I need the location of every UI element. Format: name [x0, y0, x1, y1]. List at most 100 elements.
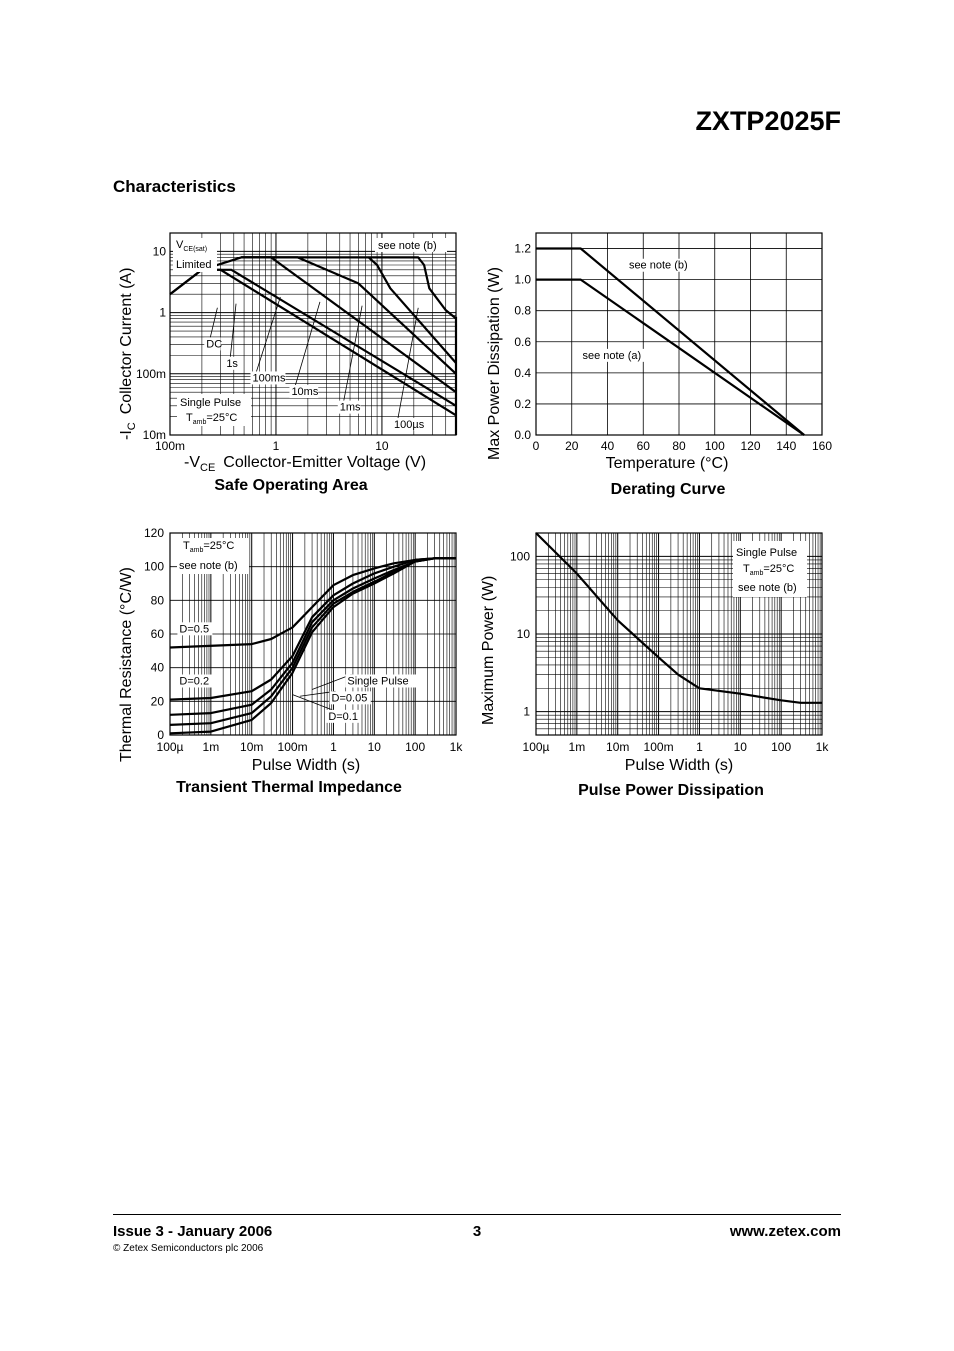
- soa-leader-3: [295, 301, 321, 386]
- pulse-power-chart: 100µ 1m 10m 100m 1 10 100 1k 1 10 100 Single Pulse…: [480, 532, 829, 799]
- thermal-frame: [169, 532, 457, 736]
- pulse-power-note: see note (b): [738, 582, 797, 594]
- pulse-power-annotation-bg: [733, 541, 807, 597]
- derating-ytick-5: 1.0: [514, 273, 531, 287]
- derating-ytick-6: 1.2: [514, 242, 531, 256]
- derating-chart: 0 20 40 60 80 100 120 140 160 0.0 0.2 0.4 0.6 0.8 1.0 1…: [486, 232, 832, 498]
- soa-leaders: [209, 296, 419, 419]
- thermal-leader-2: [311, 674, 352, 690]
- soa-series-2: [201, 256, 457, 394]
- section-title: Characteristics: [113, 177, 236, 196]
- pulse-power-grid: [535, 532, 823, 736]
- thermal-label-bg-0: [177, 622, 213, 636]
- pulse-power-xtick-3: 100m: [644, 740, 674, 754]
- pulse-power-tick-labels: 100µ 1m 10m 100m 1 10 100 1k 1 10 100: [510, 549, 829, 754]
- pulse-power-ylabel: Maximum Power (W): [480, 576, 497, 725]
- thermal-xtick-4: 1: [330, 740, 337, 754]
- soa-series-labels: DC 1s 100ms 10ms 1ms 100µs: [173, 238, 447, 432]
- derating-ytick-1: 0.2: [514, 397, 531, 411]
- soa-tamb: Tamb=25°C: [186, 412, 237, 426]
- soa-title: Safe Operating Area: [214, 477, 367, 494]
- derating-ytick-0: 0.0: [514, 428, 531, 442]
- derating-label-0: see note (b): [629, 260, 688, 272]
- derating-xtick-0: 0: [533, 439, 540, 453]
- pulse-power-xtick-6: 100: [771, 740, 791, 754]
- footer-website[interactable]: www.zetex.com: [729, 1223, 841, 1240]
- soa-series-4: [241, 256, 457, 364]
- thermal-label-bg-1: [177, 674, 213, 688]
- thermal-xlabel: Pulse Width (s): [252, 757, 360, 774]
- soa-ylabel: -ICCollector Current (A): [118, 268, 138, 440]
- derating-ylabel: Max Power Dissipation (W): [486, 267, 503, 460]
- pulse-power-series-group: [535, 532, 822, 704]
- thermal-xtick-3: 100m: [278, 740, 308, 754]
- derating-series-0: [536, 247, 805, 436]
- thermal-xtick-6: 100: [405, 740, 425, 754]
- derating-ytick-2: 0.4: [514, 366, 531, 380]
- thermal-ytick-3: 60: [151, 627, 165, 641]
- soa-xtick-2: 10: [375, 439, 389, 453]
- soa-vce-limited-v: VCE(sat): [176, 239, 207, 253]
- soa-xlabel: -VCE Collector-Emitter Voltage (V): [184, 454, 426, 474]
- pulse-power-ytick-2: 100: [510, 549, 530, 563]
- derating-xtick-5: 100: [705, 439, 725, 453]
- soa-label-bg-1: [224, 356, 241, 370]
- soa-xtick-1: 1: [273, 439, 280, 453]
- thermal-xtick-2: 10m: [240, 740, 263, 754]
- thermal-label-4: D=0.1: [328, 711, 358, 723]
- soa-ytick-2: 1: [159, 306, 166, 320]
- soa-xtick-0: 100m: [155, 439, 185, 453]
- thermal-tick-labels: 100µ 1m 10m 100m 1 10 100 1k 0 20 40 60 80 100 120: [144, 526, 463, 754]
- thermal-note: see note (b): [179, 560, 238, 572]
- thermal-ytick-4: 80: [151, 593, 165, 607]
- thermal-label-2: Single Pulse: [347, 676, 408, 688]
- footer-issue: Issue 3 - January 2006: [113, 1223, 273, 1240]
- thermal-ytick-1: 20: [151, 694, 165, 708]
- thermal-label-bg-2: [345, 674, 424, 688]
- thermal-chart: 100µ 1m 10m 100m 1 10 100 1k 0 20 40 60 80 100 120 D=0…: [118, 526, 463, 796]
- soa-annotation-bg-2: [177, 394, 251, 426]
- pulse-power-ytick-0: 1: [523, 705, 530, 719]
- part-number: ZXTP2025F: [695, 106, 841, 136]
- thermal-ytick-2: 40: [151, 661, 165, 675]
- derating-label-bg-1: [580, 348, 659, 362]
- soa-label-0: DC: [206, 338, 222, 350]
- soa-leader-2: [256, 296, 281, 372]
- derating-title: Derating Curve: [611, 481, 726, 498]
- soa-ytick-0: 10m: [143, 428, 166, 442]
- thermal-title: Transient Thermal Impedance: [176, 779, 402, 796]
- thermal-ytick-0: 0: [157, 728, 164, 742]
- soa-label-bg-4: [337, 400, 361, 414]
- thermal-annotation-bg-0: [177, 538, 249, 574]
- derating-xtick-2: 40: [601, 439, 615, 453]
- pulse-power-single-pulse: Single Pulse: [736, 547, 797, 559]
- thermal-series-1: [169, 557, 456, 701]
- thermal-xtick-5: 10: [368, 740, 382, 754]
- thermal-leader-4: [292, 694, 333, 711]
- thermal-xtick-1: 1m: [203, 740, 220, 754]
- thermal-series-labels: D=0.5 D=0.2 Single Pulse D=0.05 D=0.1: [177, 538, 424, 723]
- footer-page-number: 3: [472, 1223, 482, 1240]
- soa-label-bg-0: [204, 337, 221, 351]
- derating-series-labels: see note (b) see note (a): [580, 258, 706, 362]
- thermal-label-0: D=0.5: [179, 623, 209, 635]
- soa-label-3: 10ms: [291, 386, 318, 398]
- thermal-ytick-6: 120: [144, 526, 164, 540]
- soa-frame: [169, 232, 457, 436]
- thermal-series-group: [169, 557, 456, 735]
- derating-series-1: [536, 278, 805, 436]
- soa-ytick-3: 10: [153, 244, 167, 258]
- soa-label-1: 1s: [226, 358, 238, 370]
- soa-single-pulse: Single Pulse: [180, 397, 241, 409]
- soa-annotation-bg-0: [173, 238, 217, 272]
- soa-note: see note (b): [378, 240, 437, 252]
- pulse-power-xtick-4: 1: [696, 740, 703, 754]
- derating-ytick-4: 0.8: [514, 304, 531, 318]
- pulse-power-xtick-5: 10: [734, 740, 748, 754]
- derating-label-1: see note (a): [582, 350, 641, 362]
- thermal-xtick-0: 100µ: [157, 740, 184, 754]
- soa-series-5: [368, 256, 457, 320]
- soa-leader-1: [229, 303, 237, 357]
